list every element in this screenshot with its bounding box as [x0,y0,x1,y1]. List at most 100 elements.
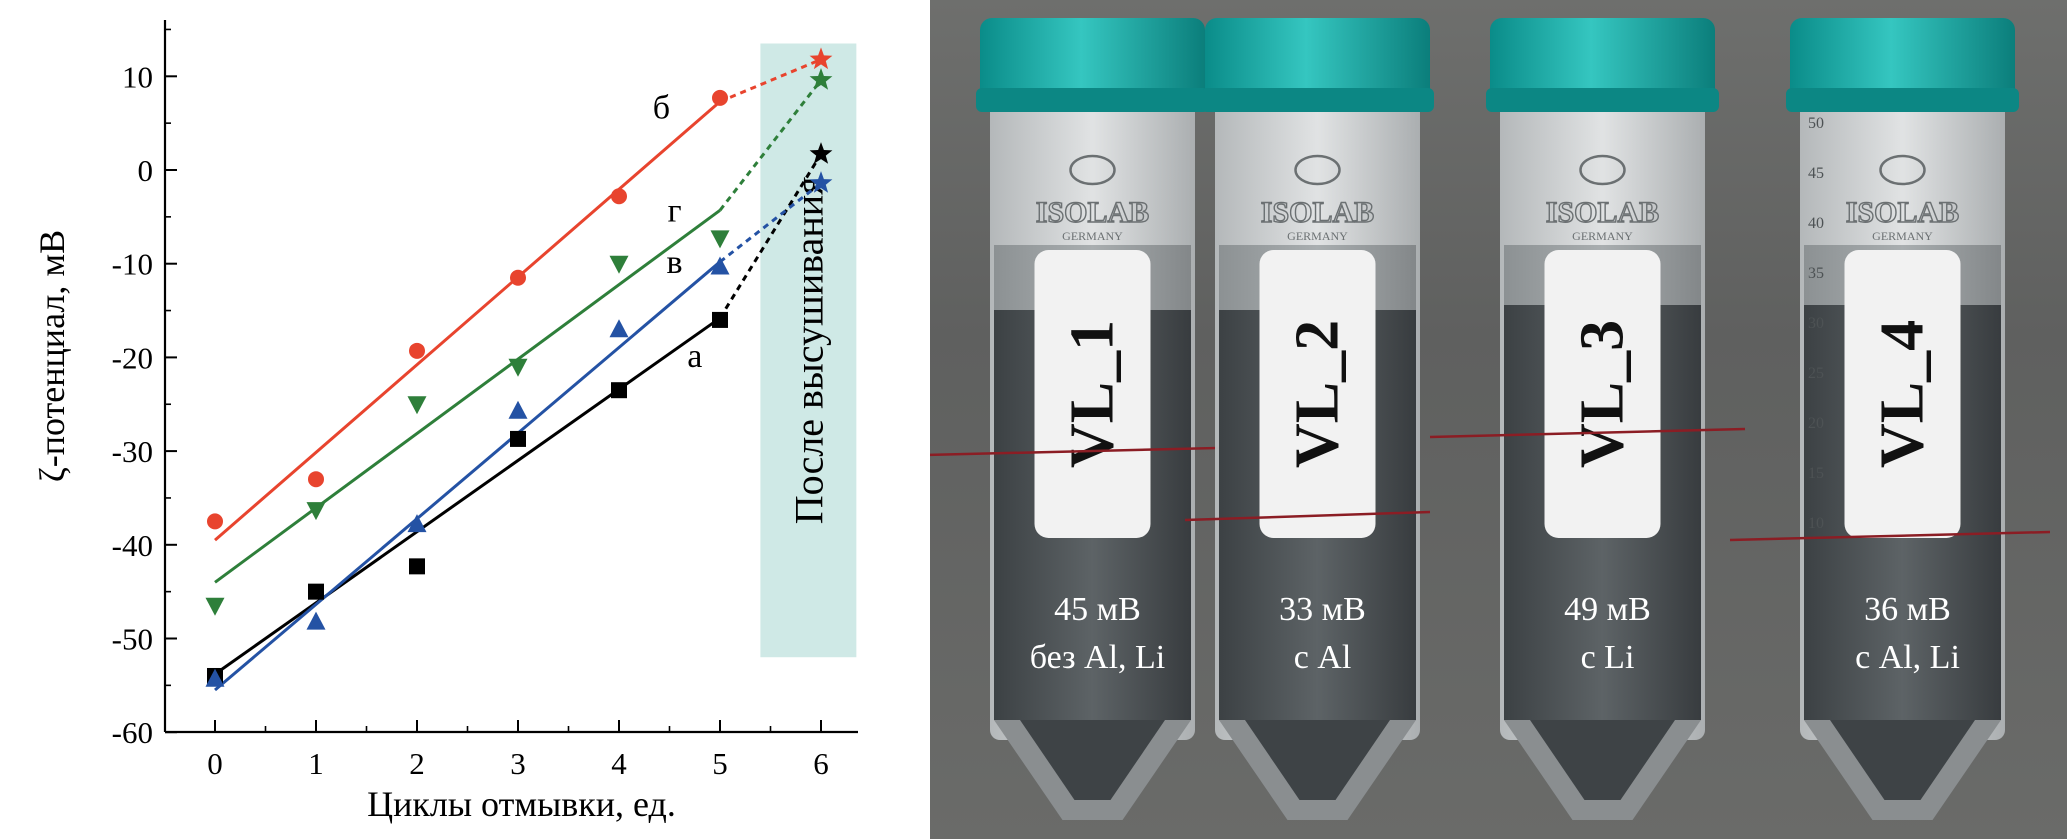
flask-icon [1294,154,1341,186]
region-label: После высушивания [786,176,831,524]
tube-label-text: VL_2 [1284,320,1352,468]
dried-star-point [809,142,833,164]
series-point [611,188,627,205]
dried-star-point [809,68,833,90]
series-point [611,382,627,399]
y-tick-label: -20 [112,340,153,375]
sediment-level-line [1184,510,1431,522]
volume-scale-mark: 45 [1808,165,1824,182]
composition-caption: с Li [1581,639,1635,676]
sample-tubes-photo: ISOLAB GERMANY VL_1 45 мВ без Al, Li ISOLAB GE… [930,0,2067,839]
x-tick-label: 0 [207,746,223,781]
composition-caption: с Al, Li [1855,639,1960,676]
series-point [710,256,730,275]
series-point [409,558,425,575]
x-axis-title: Циклы отмывки, ед. [367,784,676,824]
x-tick-label: 4 [611,746,627,781]
series-fit-line [214,100,721,542]
x-tick-label: 5 [712,746,728,781]
series-annotation: б [653,89,670,126]
series-point [306,502,326,521]
tube-label-sticker [1034,250,1151,538]
x-tick-label: 2 [409,746,425,781]
series-point [609,255,629,274]
series-point [407,514,427,533]
dried-star-point [809,171,833,193]
y-tick-label: 0 [138,153,154,188]
zeta-value-caption: 49 мВ [1564,591,1651,628]
series-dried-dash [718,79,823,212]
tube-cap [1205,18,1430,106]
tube-cap-rim [1201,88,1434,112]
series-dried-dash [719,58,822,103]
series-annotation: в [667,244,683,281]
tube-label-sticker [1544,250,1661,538]
volume-scale-mark: 15 [1808,465,1824,482]
tube-label-text: VL_4 [1869,320,1937,468]
volume-scale-mark: 50 [1808,115,1824,132]
series-annotation: а [687,338,702,375]
tube-cap [1490,18,1715,106]
series-fit-line [214,316,721,676]
series-point [508,400,528,419]
series-annotation: г [668,193,682,230]
tube-cap-rim [976,88,1209,112]
zeta-potential-chart: После высушивания 0 1 2 3 4 5 6 -60 -50 -40 -30 -20… [0,0,900,839]
series-point [609,319,629,338]
tube-cap [1790,18,2015,106]
tube-cap-rim [1786,88,2019,112]
series-fit-line [214,260,721,692]
tube-cone-sediment [1530,720,1675,800]
series-point [407,396,427,415]
y-tick-label: -50 [112,622,153,657]
series-point [205,597,225,616]
flask-icon [1069,154,1116,186]
flask-icon [1579,154,1626,186]
y-tick-label: -10 [112,247,153,282]
brand-logo-subtext: GERMANY [1062,229,1123,243]
series-point [308,583,324,600]
volume-scale-mark: 10 [1808,515,1824,532]
series-point [712,311,728,328]
chart-svg: После высушивания 0 1 2 3 4 5 6 -60 -50 -40 -30 -20… [32,20,858,824]
series-point [308,471,324,488]
tube-cone-sediment [1245,720,1390,800]
brand-logo: ISOLAB [1546,196,1659,229]
volume-scale-mark: 20 [1808,415,1824,432]
series-point [710,230,730,249]
tube-cap [980,18,1205,106]
volume-scale-mark: 35 [1808,265,1824,282]
dried-region [760,43,857,658]
series-point [508,358,528,377]
series-point [306,611,326,630]
y-tick-label: -30 [112,434,153,469]
volume-scale-mark: 25 [1808,365,1824,382]
tube-cap-rim [1486,88,1719,112]
flask-icon [1879,154,1926,186]
composition-caption: с Al [1294,639,1352,676]
brand-logo: ISOLAB [1261,196,1374,229]
dried-star-point [809,47,833,70]
tube-cone-sediment [1830,720,1975,800]
brand-logo: ISOLAB [1846,196,1959,229]
y-axis-title: ζ-потенциал, мВ [32,230,72,482]
y-tick-label: 10 [122,59,153,94]
x-tick-label: 6 [813,746,829,781]
tube-label-sticker [1844,250,1961,538]
brand-logo-subtext: GERMANY [1287,229,1348,243]
sediment-level-line [1729,530,2051,542]
series-point [712,89,728,106]
zeta-value-caption: 33 мВ [1279,591,1366,628]
volume-scale-mark: 40 [1808,215,1824,232]
y-tick-label: -40 [112,528,153,563]
sediment-level-line [930,445,1261,457]
tube-label-text: VL_1 [1059,320,1127,468]
brand-logo-subtext: GERMANY [1572,229,1633,243]
x-tick-label: 3 [510,746,526,781]
brand-logo-subtext: GERMANY [1872,229,1933,243]
composition-caption: без Al, Li [1030,639,1166,676]
tube-cone-sediment [1020,720,1165,800]
